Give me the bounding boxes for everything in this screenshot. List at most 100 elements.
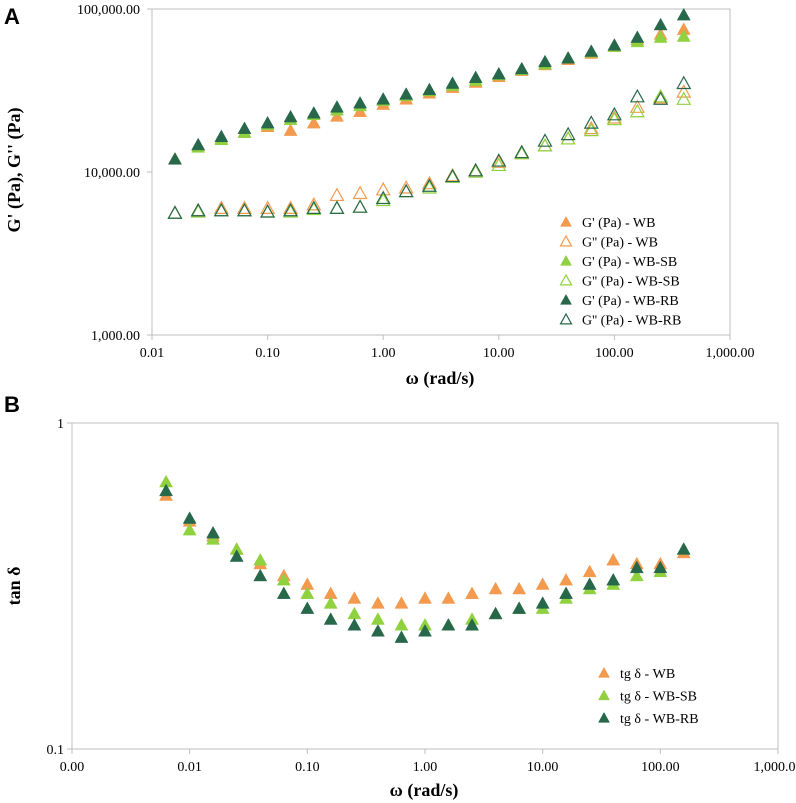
panel-a-data-point [653,30,668,43]
panel-a-y-tick-label: 10,000.00 [84,166,140,181]
panel-a-data-point [306,200,322,214]
panel-a-data-point [583,122,599,137]
panel-a-data-point [560,130,576,145]
panel-a-data-point [514,145,530,160]
panel-b-y-tick-label: 1 [57,417,64,432]
panel-b-x-tick-label: 100.00 [641,760,680,775]
panel-b-data-point [182,511,197,524]
panel-b-data-point [488,581,503,595]
panel-a-legend-label: G'' (Pa) - WB-SB [582,275,680,290]
panel-a-data-point [306,196,322,211]
panel-b-data-point [582,577,597,590]
panel-a-series-1 [167,84,692,219]
panel-a-data-point [421,178,437,192]
panel-b-data-point [300,601,315,614]
panel-a-data-point [560,126,576,141]
panel-a-data-point [329,200,345,214]
panel-a-data-point [629,103,645,118]
panel-a-data-point [399,87,414,100]
panel-a-y-tick-label: 100,000.00 [77,3,140,18]
panel-b-data-point [182,522,197,536]
panel-a-data-point [676,7,691,21]
panel-b-data-point [441,618,456,631]
panel-a-x-tick-label: 0.01 [140,346,165,361]
panel-b-letter: B [4,392,20,417]
panel-b-data-point [206,525,220,539]
panel-a-data-point [676,84,692,98]
panel-a-data-point [653,17,668,31]
panel-b-legend-marker [598,666,610,678]
panel-a-data-point [584,44,599,57]
panel-a-data-point [514,145,530,160]
panel-b-x-tick-label: 1,000.00 [754,760,796,775]
panel-b-data-point [347,606,362,620]
panel-a-data-point [561,51,576,64]
panel-a-data-point [329,200,345,214]
panel-b-data-point [347,618,362,631]
panel-b-y-tick-label: 0.1 [47,743,65,758]
panel-b-legend-marker [598,711,610,723]
panel-b-x-tick-label: 0.01 [177,760,202,775]
panel-a-legend-label: G' (Pa) - WB [582,216,655,231]
panel-a-data-point [237,121,252,134]
panel-a-data-point [260,204,276,218]
panel-a-legend-marker [559,273,573,286]
panel-a-legend: G' (Pa) - WB G'' (Pa) - WB G' (Pa) - WB-SB… [559,215,681,329]
panel-b-data-point [323,612,338,625]
panel-b-data-point [676,542,691,555]
panel-a-data-point [398,180,414,194]
panel-a-data-point [375,190,391,205]
panel-b-series-1 [159,474,691,631]
panel-a-data-point [353,95,368,109]
panel-a-data-point [260,115,275,129]
panel-a-data-point [653,88,669,103]
panel-a-y-tick-label: 1,000.00 [91,329,140,344]
panel-b-data-point [512,581,527,595]
panel-a-data-point [352,199,368,213]
panel-a-data-point [213,200,229,214]
panel-b-y-axis-title: tan δ [4,567,24,606]
panel-a-data-point [491,66,506,80]
panel-b-data-point [559,586,573,599]
panel-b-data-point [512,601,527,614]
panel-b-data-point [253,568,268,582]
panel-b-data-point [253,552,268,566]
panel-a-x-axis-title: ω (rad/s) [406,368,475,389]
panel-a-data-point [422,82,437,96]
panel-b-data-point [323,596,338,609]
panel-b-data-point [394,618,409,631]
panel-a-data-point [630,30,645,43]
panel-a-letter: A [4,4,20,29]
panel-b-data-point [465,618,479,631]
panel-a-y-axis-title: G' (Pa), G'' (Pa) [4,108,25,233]
panel-b-series-2 [159,483,691,643]
panel-b-data-point [629,560,644,574]
panel-a-data-point [167,205,183,219]
panel-a-data-point [491,153,507,167]
panel-a-data-point [537,137,553,152]
panel-a-data-point [376,92,391,105]
panel-a-legend-marker [559,234,573,247]
panel-a-data-point [352,199,368,213]
panel-a-x-tick-label: 0.10 [255,346,280,361]
panel-a-data-point [260,200,276,214]
panel-b-x-tick-label: 10.00 [527,760,559,775]
panel-b-data-point [394,630,409,643]
panel-a-data-point [629,99,645,113]
panel-a-data-point [214,129,229,143]
panel-a-data-point [168,152,182,165]
panel-b-data-point [347,591,362,604]
panel-a-x-tick-label: 1,000.00 [706,346,755,361]
panel-b-data-point [559,572,573,586]
panel-a-data-point [306,106,321,119]
panel-b-data-point [370,612,385,625]
panel-b-data-point [441,591,456,604]
panel-a-data-point [329,187,345,202]
panel-a-data-point [190,202,206,217]
panel-a-data-point [538,54,552,68]
panel-a-data-point [514,61,529,75]
panel-a-legend-marker [560,254,572,266]
panel-b-data-point [653,560,668,574]
panel-a: A 0.01 0.10 1.00 10.00 100.00 1,000.00 1,000.… [4,3,755,389]
panel-a-x-tick-label: 1.00 [371,346,396,361]
